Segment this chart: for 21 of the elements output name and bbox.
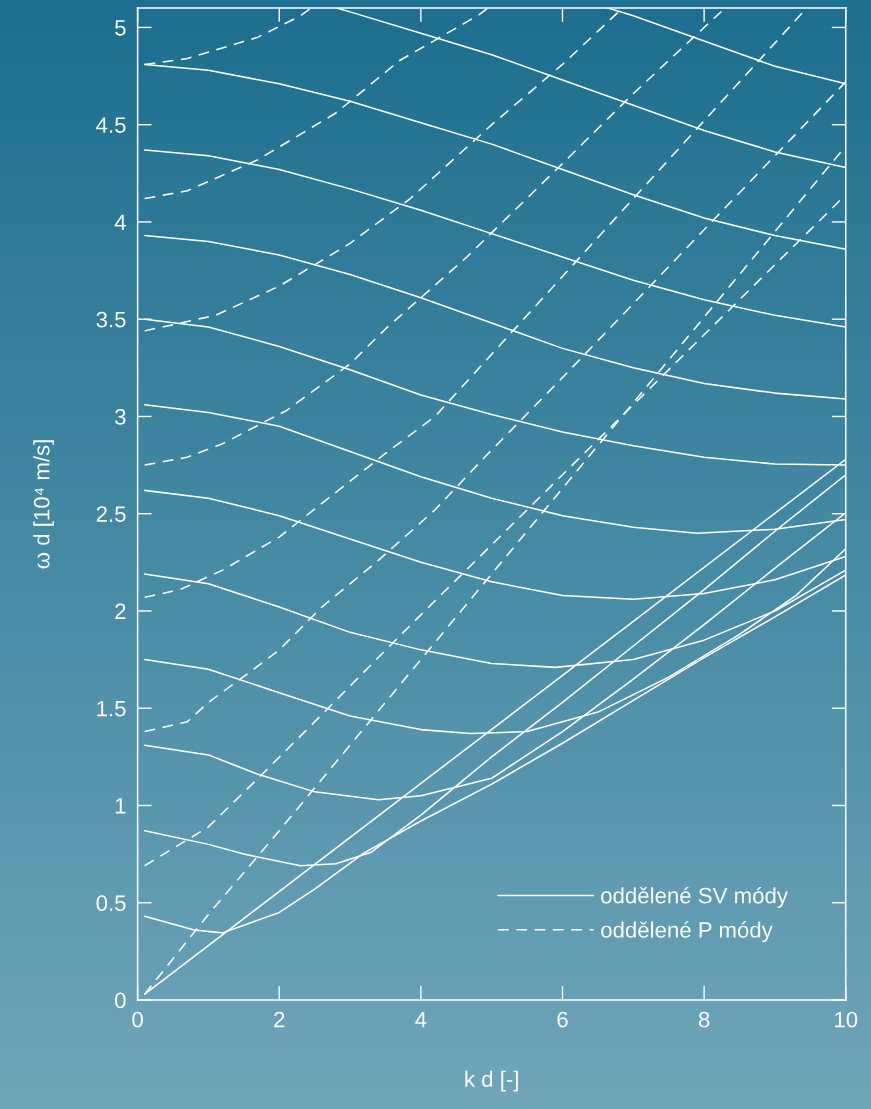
- y-tick-label: 4: [114, 214, 126, 230]
- legend-label: oddělené P módy: [601, 921, 773, 943]
- y-tick-label: 0.5: [96, 895, 126, 911]
- x-tick-label: 2: [274, 1011, 285, 1028]
- y-tick-label: 0: [115, 992, 126, 1009]
- y-tick-label: 3.5: [96, 311, 126, 328]
- x-tick-label: 10: [835, 1011, 858, 1028]
- y-axis-title: ω d [10⁴ m/s]: [33, 440, 54, 569]
- x-tick-label: 4: [415, 1011, 427, 1028]
- y-tick-label: 4.5: [96, 117, 126, 133]
- y-tick-label: 2.5: [96, 506, 126, 522]
- y-tick-label: 1: [115, 798, 126, 814]
- legend-label: oddělené SV módy: [601, 886, 788, 908]
- x-tick-label: 8: [698, 1011, 710, 1028]
- y-tick-label: 5: [115, 20, 126, 36]
- y-tick-label: 2: [115, 603, 126, 620]
- x-tick-label: 0: [132, 1011, 143, 1028]
- x-tick-label: 6: [557, 1011, 568, 1028]
- y-tick-label: 1.5: [97, 700, 126, 717]
- y-tick-label: 3: [115, 408, 126, 425]
- x-axis-title: k d [-]: [465, 1070, 518, 1092]
